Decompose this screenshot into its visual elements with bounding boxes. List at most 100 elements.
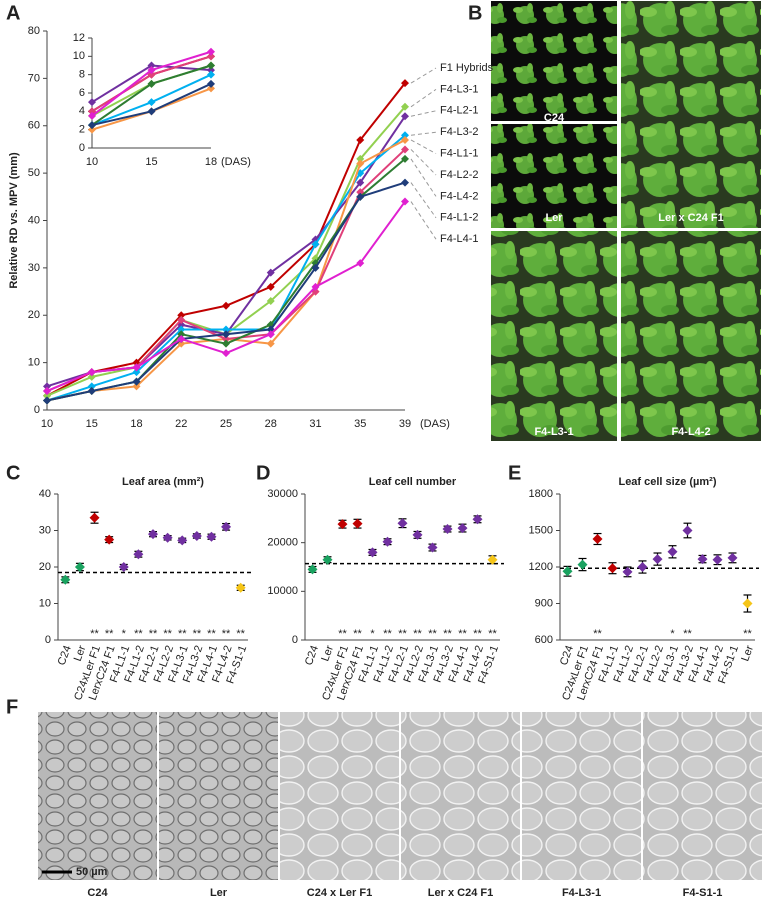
plant-photo bbox=[621, 231, 761, 441]
panel-label: E bbox=[508, 462, 521, 484]
point bbox=[401, 197, 409, 206]
point bbox=[322, 554, 333, 565]
point bbox=[401, 135, 409, 144]
point bbox=[147, 79, 156, 88]
point bbox=[401, 79, 409, 88]
cell-image bbox=[643, 712, 762, 880]
legend-label: F4-L3-1 bbox=[440, 83, 479, 95]
significance: ** bbox=[458, 628, 467, 640]
point bbox=[592, 534, 603, 545]
y-tick-label: 8 bbox=[79, 69, 85, 81]
point bbox=[89, 512, 100, 523]
legend-label: F1 Hybrids bbox=[440, 62, 494, 74]
point bbox=[177, 535, 188, 546]
y-tick-label: 40 bbox=[28, 214, 40, 226]
leader-line bbox=[410, 149, 437, 176]
legend-label: F4-L3-2 bbox=[440, 126, 479, 138]
image-label: C24 x Ler F1 bbox=[307, 887, 372, 899]
y-tick-label: 70 bbox=[28, 72, 40, 84]
point bbox=[382, 536, 393, 547]
point bbox=[207, 84, 215, 93]
panel-label: F bbox=[6, 696, 18, 718]
legend-label: F4-L1-2 bbox=[440, 212, 479, 224]
chart-title: Leaf cell size (µm²) bbox=[618, 476, 716, 488]
y-tick-label: 1200 bbox=[529, 561, 553, 573]
y-tick-label: 0 bbox=[79, 142, 85, 154]
point bbox=[43, 391, 51, 400]
significance: ** bbox=[105, 628, 114, 640]
y-tick-label: 10000 bbox=[267, 585, 298, 597]
significance: ** bbox=[149, 628, 158, 640]
point bbox=[401, 154, 409, 163]
x-tick-label: 31 bbox=[309, 418, 321, 430]
x-tick-label: 28 bbox=[265, 418, 277, 430]
cell-image bbox=[38, 712, 157, 880]
significance: ** bbox=[398, 628, 407, 640]
panel-label: D bbox=[256, 462, 270, 484]
significance: ** bbox=[134, 628, 143, 640]
leader-line bbox=[410, 88, 437, 108]
significance: * bbox=[122, 628, 127, 640]
x-tick-label: C24 bbox=[56, 644, 74, 667]
leader-line bbox=[410, 131, 437, 136]
y-tick-label: 40 bbox=[39, 488, 51, 500]
point bbox=[222, 325, 230, 334]
point bbox=[162, 532, 173, 543]
cell-image bbox=[401, 712, 520, 880]
significance: ** bbox=[383, 628, 392, 640]
significance: ** bbox=[178, 628, 187, 640]
y-tick-label: 50 bbox=[28, 167, 40, 179]
plant-photo bbox=[491, 1, 617, 121]
point bbox=[356, 135, 365, 144]
y-tick-label: 20 bbox=[39, 561, 51, 573]
point bbox=[43, 382, 51, 391]
point bbox=[356, 192, 365, 201]
y-tick-label: 0 bbox=[292, 634, 298, 646]
y-tick-label: 2 bbox=[79, 124, 85, 136]
photo-label: F4-L4-2 bbox=[671, 426, 710, 438]
point bbox=[307, 564, 318, 575]
x-tick-label: 10 bbox=[41, 418, 53, 430]
significance: ** bbox=[473, 628, 482, 640]
series-line bbox=[46, 181, 406, 402]
leader-line bbox=[410, 201, 437, 240]
point bbox=[352, 518, 363, 529]
y-tick-label: 1800 bbox=[529, 488, 553, 500]
x-tick-label: Ler bbox=[319, 644, 336, 663]
y-tick-label: 1500 bbox=[529, 524, 553, 536]
y-tick-label: 900 bbox=[535, 597, 553, 609]
legend-label: F4-L2-2 bbox=[440, 169, 479, 181]
point bbox=[177, 311, 186, 320]
point bbox=[311, 282, 320, 291]
point bbox=[577, 559, 588, 570]
x-tick-label: 39 bbox=[399, 418, 411, 430]
point bbox=[652, 554, 663, 565]
point bbox=[337, 519, 348, 530]
point bbox=[311, 240, 320, 249]
image-label: F4-S1-1 bbox=[683, 887, 723, 899]
legend-label: F4-L4-1 bbox=[440, 233, 479, 245]
significance: ** bbox=[743, 628, 752, 640]
point bbox=[87, 372, 96, 381]
point bbox=[206, 531, 217, 542]
point bbox=[74, 562, 85, 572]
image-label: Ler bbox=[210, 887, 228, 899]
point bbox=[727, 552, 738, 563]
point bbox=[177, 330, 186, 339]
point bbox=[207, 66, 215, 75]
point bbox=[191, 530, 202, 541]
series-line bbox=[46, 200, 406, 392]
point bbox=[60, 574, 71, 585]
image-label: F4-L3-1 bbox=[562, 887, 601, 899]
point bbox=[401, 131, 409, 140]
cell-image bbox=[159, 712, 278, 880]
point bbox=[266, 330, 275, 339]
point bbox=[43, 396, 51, 405]
point bbox=[88, 121, 96, 130]
significance: ** bbox=[488, 628, 497, 640]
point bbox=[397, 518, 408, 529]
legend-label: F4-L2-1 bbox=[440, 105, 479, 117]
plant-photo bbox=[491, 124, 617, 228]
y-tick-label: 30000 bbox=[267, 488, 298, 500]
